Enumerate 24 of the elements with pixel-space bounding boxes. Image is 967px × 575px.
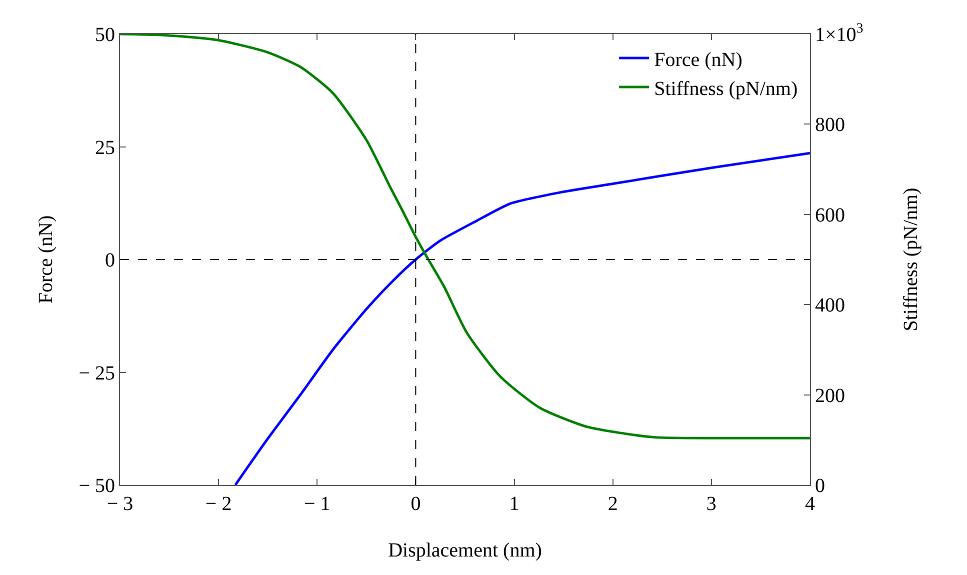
x-tick-label: 1 bbox=[509, 493, 520, 515]
x-tick-label: 2 bbox=[608, 493, 618, 515]
y2-tick-label: 400 bbox=[815, 294, 845, 317]
x-tick-label: 4 bbox=[805, 493, 815, 515]
y2-tick-label: 0 bbox=[815, 475, 825, 497]
x-tick-label: − 1 bbox=[304, 493, 330, 515]
y2-axis-title: Stiffness (pN/nm) bbox=[900, 188, 922, 332]
x-axis-title: Displacement (nm) bbox=[388, 540, 542, 562]
x-tick-label: − 2 bbox=[205, 493, 232, 515]
y2-tick-label: 1×10$^{3}$ bbox=[815, 22, 864, 46]
y-tick-label: − 25 bbox=[78, 362, 115, 384]
legend-label: Force (nN) bbox=[654, 48, 742, 71]
y-tick-label: 25 bbox=[95, 136, 115, 159]
y2-tick-label: 800 bbox=[815, 114, 845, 136]
y2-tick-label: 200 bbox=[815, 384, 845, 407]
y-tick-label: 0 bbox=[105, 250, 115, 272]
x-tick-label: 0 bbox=[410, 493, 421, 515]
legend-label: Stiffness (pN/nm) bbox=[654, 78, 798, 100]
line-series bbox=[120, 34, 810, 440]
y-tick-label: 50 bbox=[95, 24, 115, 46]
y-axis-title: Force (nN) bbox=[35, 215, 58, 304]
x-tick-label: 3 bbox=[706, 493, 716, 515]
y2-tick-label: 600 bbox=[815, 204, 845, 226]
line-series bbox=[234, 152, 810, 485]
